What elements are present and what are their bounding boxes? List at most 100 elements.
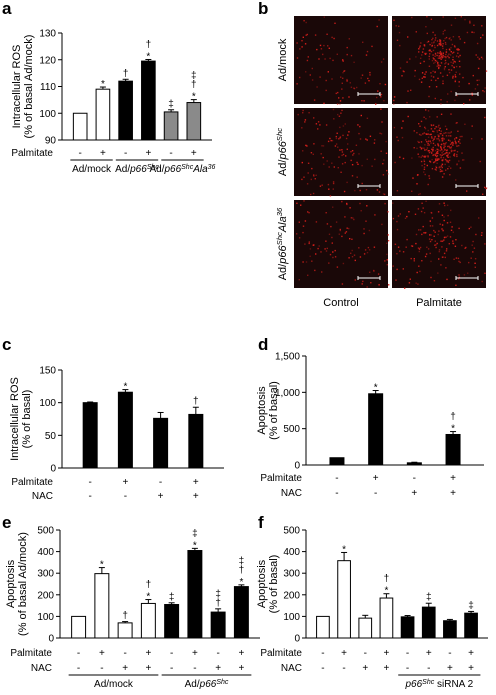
condition-sign: + bbox=[468, 648, 474, 659]
fluorescence-speck bbox=[443, 219, 445, 222]
fluorescence-speck bbox=[346, 46, 348, 49]
fluorescence-speck bbox=[432, 161, 435, 164]
bar bbox=[82, 402, 98, 469]
condition-sign: + bbox=[145, 663, 151, 674]
fluorescence-speck bbox=[441, 246, 443, 248]
fluorescence-speck bbox=[358, 247, 360, 249]
fluorescence-speck bbox=[421, 233, 423, 236]
fluorescence-speck bbox=[430, 128, 433, 130]
fluorescence-speck bbox=[444, 149, 446, 151]
fluorescence-speck bbox=[431, 158, 433, 161]
fluorescence-speck bbox=[431, 152, 433, 154]
fluorescence-speck bbox=[362, 280, 364, 283]
fluorescence-speck bbox=[347, 143, 349, 145]
fluorescence-speck bbox=[325, 240, 327, 242]
fluorescence-speck bbox=[360, 114, 362, 117]
panel-letter-d: d bbox=[258, 335, 268, 354]
fluorescence-speck bbox=[431, 136, 433, 138]
significance-mark: † bbox=[122, 611, 128, 622]
fluorescence-speck bbox=[313, 117, 315, 119]
fluorescence-speck bbox=[446, 154, 448, 157]
fluorescence-speck bbox=[431, 44, 433, 47]
bar bbox=[118, 80, 133, 141]
panel-c: c 0 50 100 150 Intracellular ROS (% of basal) -… bbox=[2, 335, 224, 502]
micrograph-row-label: Ad/p66ShcAla36 bbox=[275, 207, 290, 280]
fluorescence-speck bbox=[438, 149, 440, 151]
micrograph-row-label: Ad/p66Shc bbox=[275, 128, 290, 176]
fluorescence-speck bbox=[484, 272, 486, 274]
fluorescence-speck bbox=[345, 155, 347, 157]
condition-sign: + bbox=[122, 663, 128, 674]
fluorescence-speck bbox=[441, 154, 443, 156]
fluorescence-speck bbox=[461, 135, 463, 138]
fluorescence-speck bbox=[442, 30, 445, 33]
fluorescence-speck bbox=[402, 120, 404, 122]
fluorescence-speck bbox=[396, 220, 398, 223]
fluorescence-speck bbox=[321, 145, 323, 147]
fluorescence-speck bbox=[419, 62, 422, 64]
condition-sign: - bbox=[413, 473, 416, 484]
fluorescence-speck bbox=[458, 260, 460, 263]
condition-label: Palmitate bbox=[260, 648, 302, 659]
fluorescence-speck bbox=[428, 150, 430, 152]
fluorescence-speck bbox=[373, 246, 376, 248]
condition-sign: - bbox=[335, 473, 338, 484]
fluorescence-speck bbox=[384, 202, 386, 205]
bar bbox=[337, 560, 351, 639]
fluorescence-speck bbox=[329, 253, 332, 256]
fluorescence-speck bbox=[452, 240, 454, 242]
y-tick-label: 400 bbox=[283, 547, 300, 558]
fluorescence-speck bbox=[409, 58, 411, 60]
bar bbox=[153, 417, 169, 469]
fluorescence-speck bbox=[395, 25, 397, 27]
fluorescence-speck bbox=[432, 49, 435, 52]
fluorescence-speck bbox=[410, 89, 412, 91]
fluorescence-speck bbox=[366, 286, 368, 288]
fluorescence-speck bbox=[396, 268, 398, 271]
fluorescence-speck bbox=[441, 228, 443, 230]
fluorescence-speck bbox=[446, 222, 449, 224]
bar bbox=[464, 612, 478, 639]
fluorescence-speck bbox=[452, 56, 454, 58]
fluorescence-speck bbox=[333, 118, 335, 120]
fluorescence-speck bbox=[446, 278, 448, 281]
fluorescence-speck bbox=[485, 187, 487, 190]
fluorescence-speck bbox=[332, 181, 335, 183]
fluorescence-speck bbox=[301, 46, 303, 48]
condition-label: Palmitate bbox=[10, 648, 52, 659]
fluorescence-speck bbox=[341, 200, 343, 203]
bar bbox=[329, 457, 345, 466]
fluorescence-speck bbox=[304, 243, 306, 245]
significance-mark: ‡ bbox=[191, 71, 197, 82]
fluorescence-speck bbox=[337, 146, 339, 148]
fluorescence-speck bbox=[457, 130, 459, 132]
fluorescence-speck bbox=[446, 128, 448, 130]
fluorescence-speck bbox=[353, 87, 355, 89]
bar bbox=[368, 393, 384, 466]
fluorescence-speck bbox=[444, 158, 447, 161]
fluorescence-speck bbox=[458, 276, 461, 279]
significance-mark: * bbox=[123, 382, 127, 393]
y-tick-label: 200 bbox=[283, 590, 300, 601]
fluorescence-speck bbox=[323, 16, 325, 18]
fluorescence-speck bbox=[436, 162, 438, 164]
fluorescence-speck bbox=[433, 153, 436, 156]
y-axis-label: Intracellular ROS (% of basal) bbox=[9, 377, 33, 461]
fluorescence-speck bbox=[442, 43, 444, 45]
fluorescence-speck bbox=[382, 193, 385, 195]
fluorescence-speck bbox=[449, 156, 451, 158]
bar bbox=[443, 620, 457, 639]
micrograph-column-label: Control bbox=[323, 297, 358, 309]
y-tick-label: 110 bbox=[40, 82, 56, 93]
fluorescence-speck bbox=[314, 269, 316, 272]
fluorescence-speck bbox=[332, 59, 334, 62]
fluorescence-speck bbox=[418, 193, 420, 196]
fluorescence-speck bbox=[444, 41, 447, 44]
fluorescence-speck bbox=[305, 34, 307, 36]
fluorescence-speck bbox=[456, 122, 458, 124]
significance-mark: † bbox=[450, 412, 456, 423]
fluorescence-speck bbox=[439, 223, 441, 225]
fluorescence-speck bbox=[448, 243, 450, 245]
label-part: Ad/ bbox=[277, 159, 289, 176]
fluorescence-speck bbox=[453, 60, 455, 63]
